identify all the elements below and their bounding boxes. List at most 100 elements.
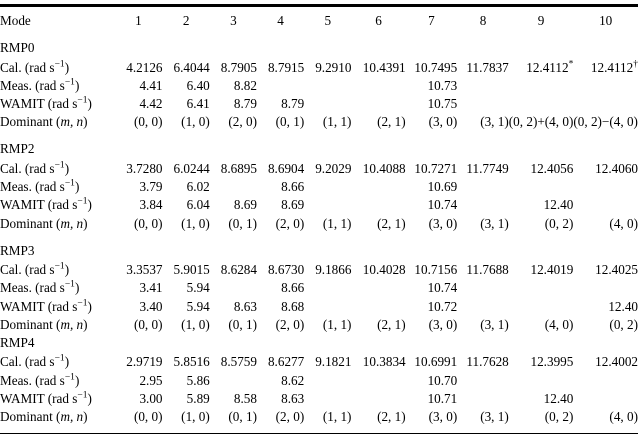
table-row: Dominant (m, n) (0, 0) (1, 0) (0, 1) (2, 0) (… [0, 410, 638, 428]
cell-cal-col10: 12.4002 [595, 354, 638, 370]
cell-meas-col5 [304, 281, 351, 299]
cell-wamit-col2: 6.41 [186, 96, 210, 112]
cell-cal-col2: 5.9015 [173, 262, 210, 278]
group-title-rmp2: RMP2 [0, 141, 35, 157]
row-label-cal: Cal. (rad s−1) [0, 261, 70, 278]
cell-dominant-col2: (1, 0) [181, 316, 210, 332]
row-label-wamit: WAMIT (rad s−1) [0, 390, 92, 406]
header-col-8: 8 [479, 13, 487, 28]
cell-dominant-col5: (1, 1) [322, 316, 352, 332]
cell-dominant-col2: (1, 0) [181, 114, 210, 130]
row-label-cal: Cal. (rad s−1) [0, 160, 70, 176]
cell-wamit-col3: 8.63 [233, 298, 257, 314]
cell-wamit-col10 [573, 392, 638, 410]
cell-meas-col8 [457, 281, 509, 299]
cell-meas-col5 [304, 374, 351, 392]
cell-cal-col9: 12.4056 [530, 160, 574, 176]
cell-dominant-col6: (2, 1) [377, 114, 406, 130]
cell-wamit-col4: 8.69 [281, 197, 305, 213]
cell-meas-col10 [573, 281, 638, 299]
cell-wamit-col3: 8.58 [233, 390, 257, 406]
cell-dominant-col8: (3, 1) [480, 215, 509, 231]
cell-dominant-col6: (2, 1) [377, 215, 406, 231]
cell-dominant-col1: (0, 0) [133, 215, 163, 231]
modal-frequency-table: Mode 1 2 3 4 5 6 7 8 9 10 RMP0 Cal. (rad … [0, 14, 638, 428]
cell-dominant-col8: (3, 1) [480, 316, 509, 332]
cell-wamit-col4: 8.68 [281, 298, 305, 314]
cell-wamit-col2: 6.04 [186, 197, 210, 213]
cell-meas-col1: 4.41 [139, 77, 163, 93]
row-spacer [0, 235, 638, 244]
cell-dominant-col3: (0, 1) [228, 215, 257, 231]
cell-meas-col6 [351, 374, 405, 392]
group-title-rmp0: RMP0 [0, 40, 35, 56]
cell-meas-col2: 6.02 [186, 179, 210, 195]
cell-cal-col9: 12.3995 [530, 354, 574, 370]
cell-meas-col2: 5.86 [186, 372, 210, 388]
cell-cal-col7: 10.7156 [414, 262, 458, 278]
row-spacer-cell [0, 32, 638, 41]
cell-meas-col6 [351, 180, 405, 198]
group-header-row: RMP3 [0, 244, 638, 264]
row-label-dominant: Dominant (m, n) [0, 215, 88, 231]
cell-wamit-col7: 10.74 [427, 197, 458, 213]
table-row: Cal. (rad s−1) 4.2126 6.4044 8.7905 8.7915 9.… [0, 59, 638, 79]
cell-meas-col7: 10.73 [427, 77, 458, 93]
cell-wamit-col10: 12.40 [608, 298, 638, 314]
cell-dominant-col8: (3, 1) [480, 114, 509, 130]
row-spacer-cell [0, 235, 638, 244]
header-col-3: 3 [230, 13, 237, 28]
row-label-wamit: WAMIT (rad s−1) [0, 196, 92, 213]
row-label-dominant: Dominant (m, n) [0, 114, 88, 130]
row-label-dominant: Dominant (m, n) [0, 316, 88, 332]
cell-cal-col2: 6.0244 [173, 160, 210, 176]
table-header-row: Mode 1 2 3 4 5 6 7 8 9 10 [0, 14, 638, 32]
cell-meas-col7: 10.74 [427, 280, 458, 296]
cell-cal-col3: 8.6895 [220, 160, 257, 176]
cell-wamit-col4: 8.63 [281, 390, 305, 406]
cell-cal-col2: 6.4044 [173, 59, 210, 75]
cell-meas-col4 [257, 79, 304, 97]
cell-wamit-col9 [509, 97, 574, 115]
cell-dominant-col10: (4, 0) [609, 409, 638, 424]
group-header-row: RMP2 [0, 142, 638, 162]
cell-cal-col3: 8.5759 [220, 354, 257, 370]
cell-wamit-col10 [573, 198, 638, 216]
cell-meas-col10 [573, 180, 638, 198]
row-label-dominant: Dominant (m, n) [0, 409, 88, 424]
header-col-5: 5 [324, 13, 332, 28]
cell-cal-col10: 12.4112† [590, 59, 638, 75]
cell-meas-col2: 5.94 [186, 280, 210, 296]
cell-wamit-col5 [304, 97, 351, 115]
cell-wamit-col2: 5.94 [186, 298, 210, 314]
group-header-row: RMP0 [0, 41, 638, 61]
cell-dominant-col10: (4, 0) [609, 215, 638, 231]
cell-wamit-col6 [351, 300, 405, 318]
cell-dominant-col4: (0, 1) [275, 114, 305, 130]
cell-cal-col6: 10.3834 [362, 354, 406, 370]
row-label-meas: Meas. (rad s−1) [0, 77, 80, 93]
cell-dominant-col2: (1, 0) [181, 409, 210, 424]
cell-wamit-col8 [457, 392, 509, 410]
cell-cal-col1: 4.2126 [126, 59, 163, 75]
row-spacer [0, 32, 638, 41]
cell-wamit-col8 [457, 198, 509, 216]
cell-meas-col3 [210, 374, 257, 392]
header-col-7: 7 [428, 13, 435, 28]
cell-wamit-col1: 3.40 [139, 298, 163, 314]
cell-dominant-col9: (0, 2) [544, 215, 574, 231]
table-row: WAMIT (rad s−1) 4.42 6.41 8.79 8.79 10.75 [0, 96, 638, 115]
header-col-2: 2 [182, 13, 190, 28]
cell-meas-col7: 10.70 [427, 372, 458, 388]
cell-cal-col5: 9.1866 [315, 262, 352, 278]
cell-dominant-col3: (0, 1) [228, 316, 257, 332]
cell-dominant-col10: (0, 2)−(4, 0) [573, 114, 638, 130]
cell-dominant-col9: (0, 2) [544, 409, 574, 424]
cell-dominant-col1: (0, 0) [133, 114, 163, 130]
cell-dominant-col9: (4, 0) [544, 316, 574, 332]
row-label-meas: Meas. (rad s−1) [0, 279, 80, 296]
cell-dominant-col4: (2, 0) [275, 409, 305, 424]
cell-meas-col9 [509, 79, 574, 97]
cell-dominant-col1: (0, 0) [133, 409, 163, 424]
